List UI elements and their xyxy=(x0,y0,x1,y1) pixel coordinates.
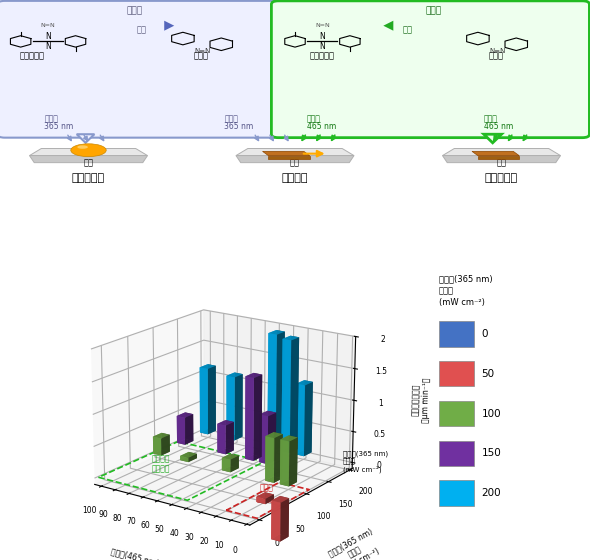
Text: 液化: 液化 xyxy=(137,26,146,35)
Text: 100: 100 xyxy=(481,408,501,418)
Text: 465 nm: 465 nm xyxy=(307,122,336,130)
Text: トランス体: トランス体 xyxy=(20,52,45,60)
Text: N: N xyxy=(45,42,51,51)
Polygon shape xyxy=(263,151,310,156)
Text: 0: 0 xyxy=(481,329,488,339)
Text: 200: 200 xyxy=(481,488,501,498)
Text: N: N xyxy=(320,32,325,41)
Text: 移動しない: 移動しない xyxy=(72,174,105,183)
Ellipse shape xyxy=(77,146,88,149)
Text: N=N: N=N xyxy=(489,48,505,54)
Text: 結晶: 結晶 xyxy=(290,158,300,167)
Text: N: N xyxy=(320,42,325,51)
Y-axis label: 紫外光(365 nm)
の強度
(mW cm⁻²): 紫外光(365 nm) の強度 (mW cm⁻²) xyxy=(326,527,384,560)
Text: N=N: N=N xyxy=(194,48,210,54)
Bar xyxy=(438,321,474,347)
Text: 紫外光: 紫外光 xyxy=(126,6,143,15)
Text: 移動する: 移動する xyxy=(282,174,308,183)
Text: 可視光: 可視光 xyxy=(307,114,321,123)
Text: N=N: N=N xyxy=(315,23,330,28)
Text: N: N xyxy=(45,32,51,41)
X-axis label: 可視光(465 nm)
の強度
(mW cm⁻²): 可視光(465 nm) の強度 (mW cm⁻²) xyxy=(104,547,159,560)
Text: 紫外光(365 nm)
の強度
(mW cm⁻²): 紫外光(365 nm) の強度 (mW cm⁻²) xyxy=(438,274,492,307)
Polygon shape xyxy=(472,151,519,156)
Polygon shape xyxy=(484,134,502,143)
Text: シス体: シス体 xyxy=(488,52,503,60)
Text: シス体: シス体 xyxy=(193,52,208,60)
Text: トランス体: トランス体 xyxy=(310,52,335,60)
FancyBboxPatch shape xyxy=(271,1,589,138)
Ellipse shape xyxy=(71,144,106,157)
Text: 紫外光: 紫外光 xyxy=(44,114,58,123)
Text: 465 nm: 465 nm xyxy=(484,122,513,130)
Bar xyxy=(438,480,474,506)
Text: 365 nm: 365 nm xyxy=(224,122,254,130)
Polygon shape xyxy=(442,148,560,156)
Text: N=N: N=N xyxy=(41,23,55,28)
Polygon shape xyxy=(236,156,354,162)
Text: 150: 150 xyxy=(481,449,501,459)
Polygon shape xyxy=(30,156,148,162)
Polygon shape xyxy=(478,156,519,160)
Bar xyxy=(438,361,474,386)
Polygon shape xyxy=(268,156,310,160)
Text: 50: 50 xyxy=(481,368,495,379)
Polygon shape xyxy=(77,134,94,143)
Polygon shape xyxy=(442,156,560,162)
Text: 365 nm: 365 nm xyxy=(44,122,74,130)
Polygon shape xyxy=(236,148,354,156)
Text: 固化: 固化 xyxy=(402,26,412,35)
Text: 紫外光: 紫外光 xyxy=(224,114,238,123)
Bar xyxy=(438,441,474,466)
Bar xyxy=(438,400,474,426)
Text: 液滴: 液滴 xyxy=(84,158,93,167)
Text: 可視光: 可視光 xyxy=(425,6,442,15)
Polygon shape xyxy=(30,148,148,156)
Text: 可視光: 可視光 xyxy=(484,114,498,123)
FancyBboxPatch shape xyxy=(0,1,280,138)
Text: 移動しない: 移動しない xyxy=(485,174,518,183)
Text: 結晶: 結晶 xyxy=(497,158,506,167)
